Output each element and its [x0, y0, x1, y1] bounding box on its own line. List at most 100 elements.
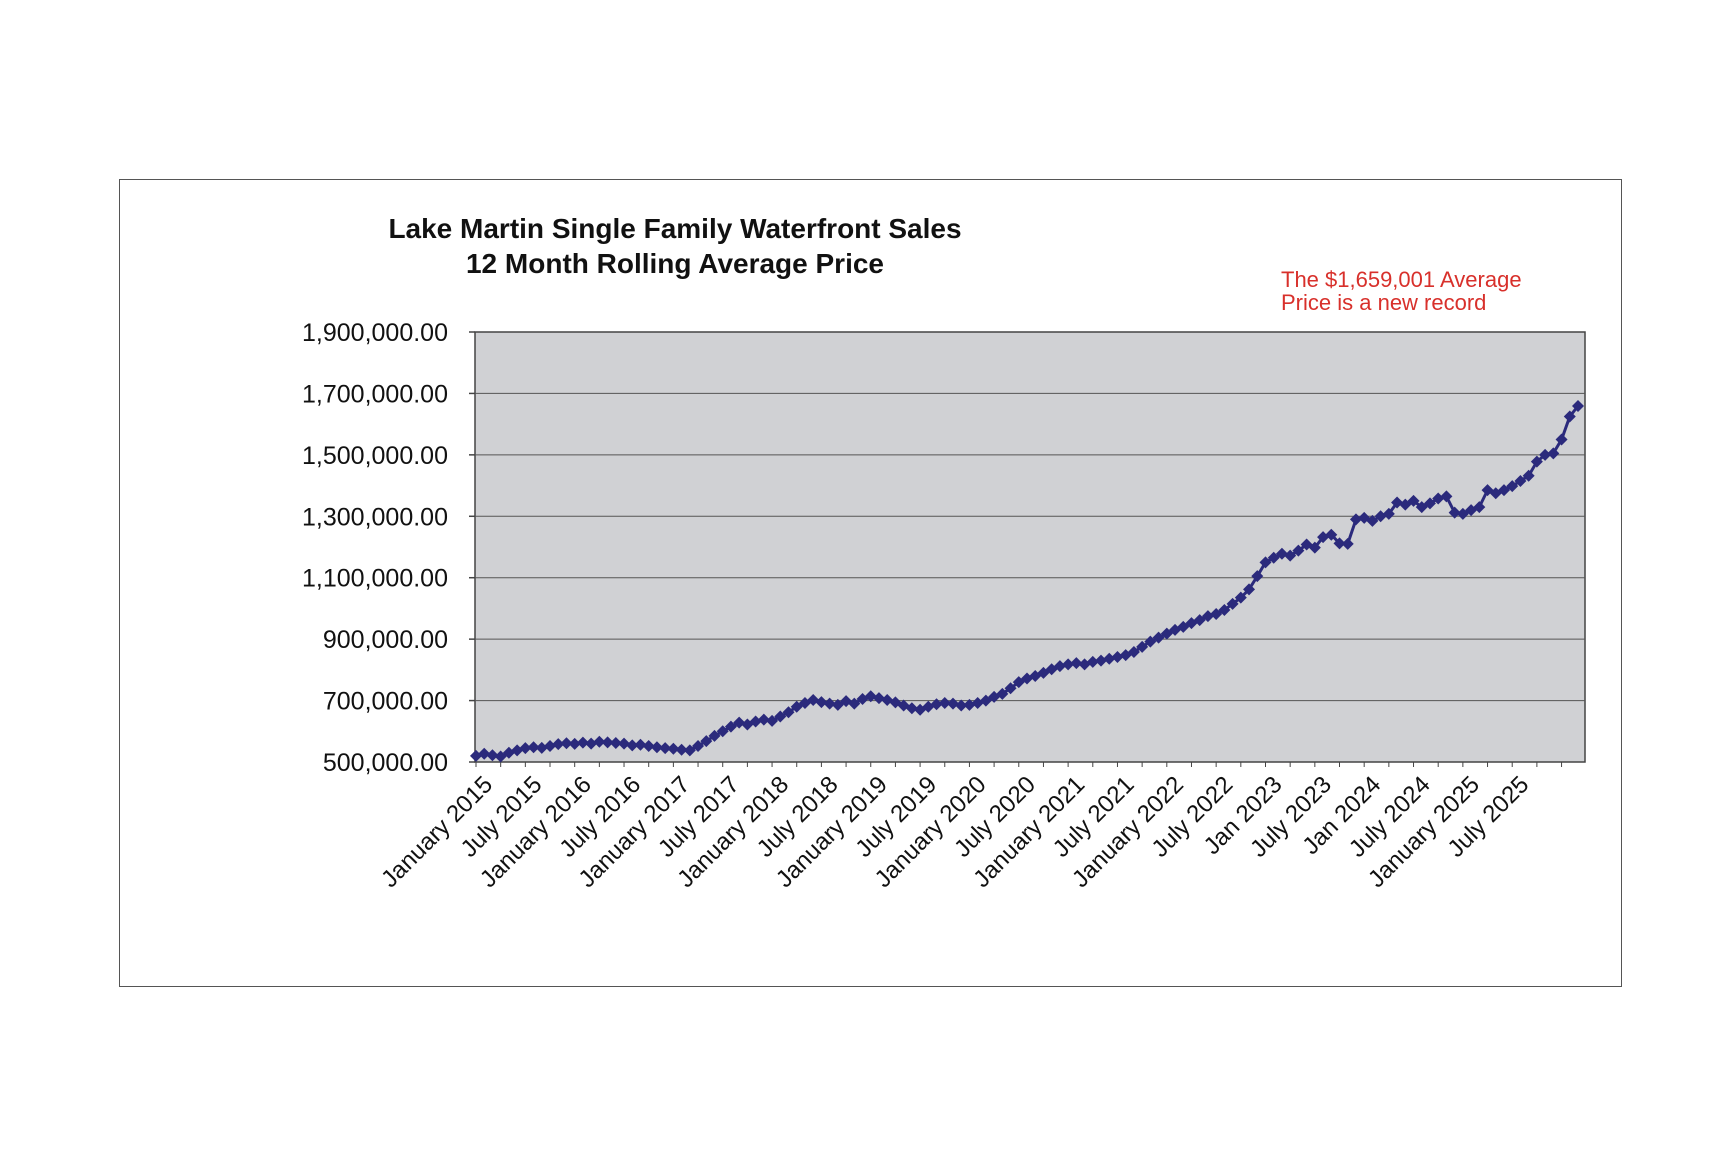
data-point-marker: [1193, 614, 1206, 627]
data-point-marker: [1448, 506, 1461, 519]
data-point-marker: [848, 697, 861, 710]
data-point-marker: [1522, 469, 1535, 482]
data-point-marker: [1382, 507, 1395, 520]
data-point-marker: [1366, 514, 1379, 527]
data-point-marker: [659, 742, 672, 755]
data-point-marker: [1308, 541, 1321, 554]
y-tick-label: 500,000.00: [323, 749, 448, 777]
data-point-marker: [1259, 556, 1272, 569]
data-point-marker: [568, 737, 581, 750]
data-point-marker: [576, 736, 589, 749]
data-point-marker: [642, 740, 655, 753]
data-point-marker: [1547, 447, 1560, 460]
data-point-marker: [1514, 474, 1527, 487]
data-point-marker: [1070, 657, 1083, 670]
data-point-marker: [692, 740, 705, 753]
data-point-marker: [708, 729, 721, 742]
data-point-marker: [1152, 631, 1165, 644]
data-point-marker: [1473, 501, 1486, 514]
data-point-marker: [1292, 544, 1305, 557]
data-point-marker: [996, 687, 1009, 700]
data-point-marker: [1210, 607, 1223, 620]
data-point-marker: [930, 698, 943, 711]
data-point-marker: [601, 736, 614, 749]
data-point-marker: [519, 742, 532, 755]
data-point-marker: [1407, 494, 1420, 507]
data-point-marker: [1497, 484, 1510, 497]
data-point-marker: [905, 702, 918, 715]
chart-svg: Lake Martin Single Family Waterfront Sal…: [302, 213, 1586, 893]
data-point-marker: [1423, 497, 1436, 510]
data-point-marker: [593, 735, 606, 748]
data-point-marker: [634, 738, 647, 751]
data-point-marker: [1226, 597, 1239, 610]
data-point-marker: [618, 737, 631, 750]
data-point-marker: [1234, 591, 1247, 604]
data-point-marker: [823, 697, 836, 710]
data-point-marker: [1267, 551, 1280, 564]
data-point-marker: [749, 715, 762, 728]
y-tick-label: 1,700,000.00: [302, 380, 448, 408]
data-point-marker: [815, 696, 828, 709]
data-point-marker: [1317, 531, 1330, 544]
data-point-marker: [1160, 627, 1173, 640]
y-tick-label: 1,300,000.00: [302, 503, 448, 531]
data-point-marker: [938, 697, 951, 710]
chart-frame: Lake Martin Single Family Waterfront Sal…: [119, 179, 1622, 987]
data-point-marker: [1004, 682, 1017, 695]
data-point-marker: [470, 749, 482, 762]
data-point-marker: [1062, 658, 1075, 671]
data-point-marker: [955, 699, 968, 712]
data-point-marker: [1333, 537, 1346, 550]
plot-area: [474, 331, 1586, 763]
data-point-marker: [535, 741, 548, 754]
data-point-marker: [782, 706, 795, 719]
data-point-marker: [1440, 490, 1453, 503]
data-point-marker: [1572, 400, 1584, 413]
data-point-marker: [1341, 537, 1354, 550]
data-point-marker: [1136, 640, 1149, 653]
y-tick-label: 1,100,000.00: [302, 565, 448, 593]
gridlines: [475, 392, 1585, 702]
data-point-marker: [700, 735, 713, 748]
data-point-marker: [560, 737, 573, 750]
data-point-marker: [1053, 660, 1066, 673]
data-point-marker: [1012, 676, 1025, 689]
data-point-marker: [716, 725, 729, 738]
data-point-marker: [1275, 547, 1288, 560]
data-point-marker: [1127, 646, 1140, 659]
y-tick-label: 1,500,000.00: [302, 442, 448, 470]
data-point-marker: [1506, 480, 1519, 493]
data-point-marker: [478, 747, 491, 760]
data-point-marker: [1095, 654, 1108, 667]
data-point-marker: [1201, 610, 1214, 623]
data-point-marker: [1349, 513, 1362, 526]
y-tick-label: 700,000.00: [323, 688, 448, 716]
data-point-marker: [1432, 492, 1445, 505]
data-point-marker: [1284, 549, 1297, 562]
data-point-marker: [724, 720, 737, 733]
data-point-marker: [1563, 410, 1576, 423]
data-point-marker: [1086, 655, 1099, 668]
data-point-marker: [626, 739, 639, 752]
data-point-marker: [1555, 433, 1568, 446]
record-annotation-line-2: Price is a new record: [1281, 290, 1486, 315]
y-tick-label: 900,000.00: [323, 626, 448, 654]
data-point-marker: [1530, 455, 1543, 468]
data-point-marker: [486, 749, 499, 762]
data-point-marker: [1103, 652, 1116, 665]
data-point-marker: [1185, 617, 1198, 630]
data-point-marker: [1144, 635, 1157, 648]
data-point-marker: [1251, 570, 1264, 583]
data-point-marker: [585, 737, 598, 750]
chart-title-line-2: 12 Month Rolling Average Price: [466, 248, 884, 279]
data-point-marker: [609, 736, 622, 749]
data-point-marker: [675, 743, 688, 756]
data-point-marker: [1391, 496, 1404, 509]
data-point-marker: [552, 738, 565, 751]
data-point-marker: [1243, 583, 1256, 596]
data-point-marker: [1539, 448, 1552, 461]
data-point-marker: [650, 741, 663, 754]
data-point-marker: [963, 698, 976, 711]
